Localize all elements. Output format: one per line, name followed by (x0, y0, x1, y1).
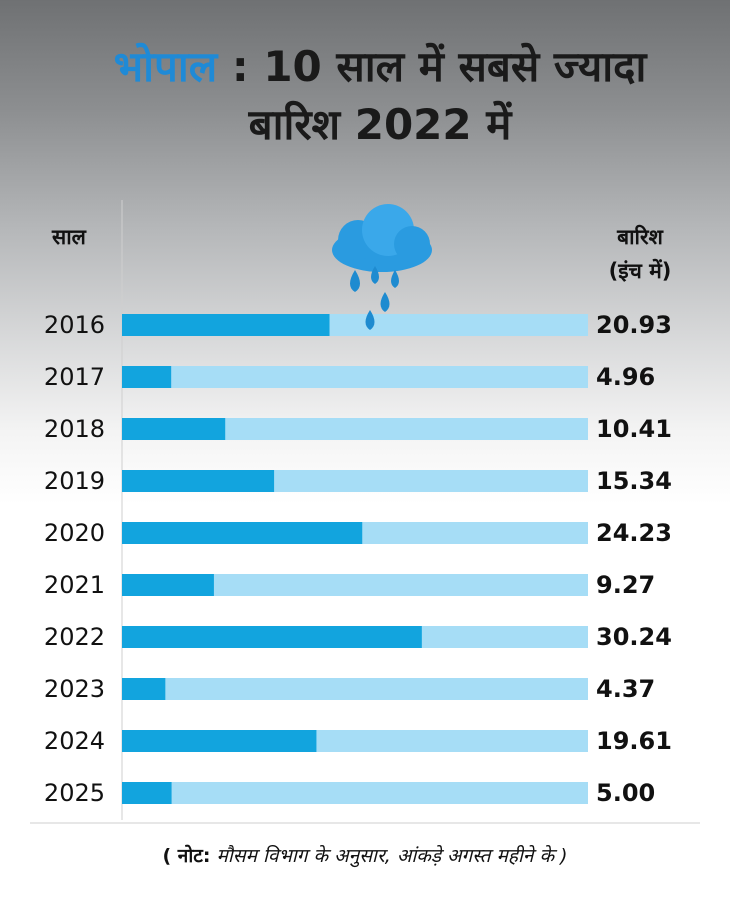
y-tick-label: 2023 (44, 675, 105, 703)
y-tick-label: 2019 (44, 467, 105, 495)
bar (122, 782, 172, 804)
title-highlight: भोपाल (113, 42, 218, 91)
y-tick-label: 2020 (44, 519, 105, 547)
bar-track (122, 574, 588, 596)
value-label: 9.27 (596, 571, 655, 599)
y-tick-label: 2025 (44, 779, 105, 807)
note-label: ( नोट: (162, 845, 211, 867)
y-tick-label: 2024 (44, 727, 105, 755)
bar (122, 730, 317, 752)
bar (122, 574, 214, 596)
y-tick-label: 2016 (44, 311, 105, 339)
y-tick-label: 2017 (44, 363, 105, 391)
title: भोपाल : 10 साल में सबसे ज्यादा बारिश 202… (100, 38, 660, 154)
value-label: 24.23 (596, 519, 672, 547)
note: ( नोट: मौसम विभाग के अनुसार, आंकड़े अगस्… (0, 842, 730, 868)
bar (122, 626, 422, 648)
value-header: बारिश (616, 224, 663, 249)
bar (122, 314, 330, 336)
bar (122, 366, 172, 388)
bar (122, 470, 275, 492)
note-text: मौसम विभाग के अनुसार, आंकड़े अगस्त महीने… (216, 845, 568, 867)
bar-track (122, 678, 588, 700)
value-label: 15.34 (596, 467, 672, 495)
bar (122, 522, 363, 544)
bar (122, 678, 166, 700)
value-unit: (इंच में) (609, 258, 672, 283)
rain-cloud-icon (332, 204, 432, 330)
value-label: 30.24 (596, 623, 672, 651)
y-axis-title: साल (51, 225, 87, 249)
title-text: : 10 साल में सबसे ज्यादा बारिश 2022 में (231, 42, 647, 149)
value-label: 4.96 (596, 363, 655, 391)
bar-track (122, 366, 588, 388)
value-label: 20.93 (596, 311, 672, 339)
y-tick-label: 2022 (44, 623, 105, 651)
y-tick-label: 2018 (44, 415, 105, 443)
value-label: 10.41 (596, 415, 672, 443)
value-label: 5.00 (596, 779, 655, 807)
value-label: 19.61 (596, 727, 672, 755)
bar-track (122, 782, 588, 804)
y-tick-label: 2021 (44, 571, 105, 599)
bar (122, 418, 226, 440)
bar-track (122, 418, 588, 440)
value-label: 4.37 (596, 675, 655, 703)
